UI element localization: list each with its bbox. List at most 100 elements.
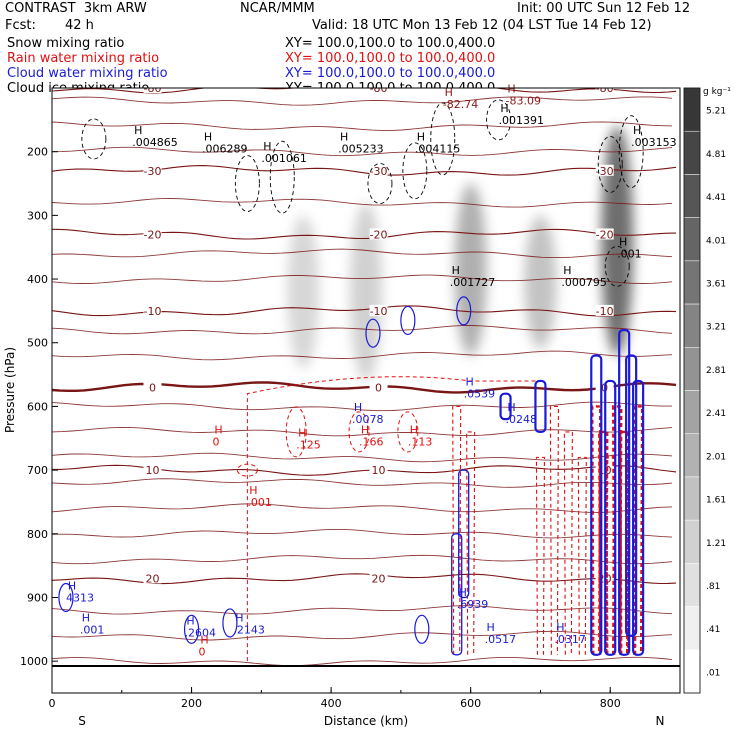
temperature-label: -80 (143, 82, 161, 95)
snow-core (287, 215, 320, 369)
temperature-contour (52, 656, 673, 667)
plot-frame (51, 87, 681, 694)
colorbar-label: 2.81 (706, 366, 726, 376)
maxima-marker: H (68, 579, 76, 592)
x-tick-label: 400 (321, 697, 342, 710)
maxima-value: .000795 (561, 276, 607, 289)
temperature-label: 0 (375, 381, 382, 394)
colorbar-swatch (683, 260, 701, 305)
x-endpoint-left: S (78, 714, 86, 728)
colorbar-swatch (683, 174, 701, 218)
temperature-label-bg (369, 164, 388, 176)
maxima-marker: H (466, 376, 474, 389)
cloud-contour (451, 533, 463, 656)
maxima-value: .0248 (506, 413, 538, 426)
maxima-marker: H (263, 140, 271, 153)
maxima-value: .0517 (485, 633, 516, 646)
maxima-value: .0539 (464, 388, 496, 401)
colorbar-swatch (683, 606, 701, 651)
x-axis: 0 200 400 600 800 (49, 687, 681, 710)
y-tick-label: 800 (27, 528, 48, 541)
temperature-label: 10 (145, 464, 159, 477)
y-axis: 200 300 400 500 600 700 800 900 1000 (20, 146, 58, 668)
maxima-marker: H (507, 401, 515, 414)
legend-snow-name: Snow mixing ratio (7, 36, 125, 51)
maxima-value: .003153 (631, 136, 677, 149)
temperature-label: 20 (372, 572, 386, 585)
maxima-marker: H (298, 427, 306, 440)
rain-contour (618, 430, 630, 655)
temperature-label-bg (595, 164, 614, 176)
maxima-marker: H (410, 423, 418, 436)
org-label: NCAR/MMM (240, 1, 315, 16)
cloud-contour (400, 305, 416, 336)
cloud-contour (625, 354, 638, 637)
maxima-value: .113 (408, 435, 433, 448)
rain-contour (611, 405, 623, 655)
temperature-contour (52, 96, 673, 106)
temperature-contour (52, 528, 673, 539)
maxima-marker: H (417, 131, 425, 144)
rain-contours (236, 376, 644, 662)
colorbar-swatch (683, 347, 701, 391)
maxima-marker: H (214, 423, 222, 436)
colorbar: 5.21 4.81 4.41 4.01 3.61 3.21 2.81 2.41 2.01 1.61… (683, 87, 726, 694)
temperature-label-bg (369, 228, 388, 240)
maxima-marker: H (619, 236, 627, 249)
temperature-label: 20 (145, 572, 159, 585)
y-tick-label: 700 (27, 464, 48, 477)
x-endpoint-right: N (656, 714, 665, 728)
maxima-marker: H (235, 611, 243, 624)
cloud-contour (183, 614, 200, 644)
temperature-contour (52, 478, 673, 488)
temperature-label: -10 (596, 305, 614, 318)
temperature-label-bg (143, 164, 162, 176)
rain-contour (632, 405, 644, 655)
maxima-value: .0317 (554, 633, 586, 646)
maxima-marker: H (134, 124, 142, 137)
colorbar-label: 1.61 (706, 496, 726, 506)
cloud-contour (534, 379, 547, 433)
y-tick-label: 400 (27, 273, 48, 286)
temperature-label-bg (369, 304, 388, 316)
y-axis-title: Pressure (hPa) (3, 347, 17, 433)
temperature-contour (52, 426, 673, 437)
cloud-contour (456, 296, 472, 326)
x-tick-label: 0 (49, 697, 56, 710)
temperature-contour (52, 146, 673, 157)
fcst-value: 42 h (65, 18, 94, 33)
y-tick-label: 900 (27, 591, 48, 604)
snow-contour (367, 163, 393, 204)
colorbar-label: 5.21 (706, 107, 726, 117)
maxima-value: 0 (199, 646, 206, 659)
x-axis-title: Distance (km) (324, 714, 408, 728)
maxima-value: .0078 (352, 413, 384, 426)
rain-contour (549, 405, 559, 655)
rain-contour (563, 431, 573, 655)
temperature-contour (52, 274, 673, 284)
snow-core (601, 126, 634, 356)
temperature-contour (52, 121, 673, 131)
rain-contour (285, 406, 307, 458)
colorbar-swatch (683, 563, 701, 607)
temperature-label-bg (369, 381, 388, 393)
temperature-label-bg (595, 228, 614, 240)
x-tick-label: 600 (460, 697, 481, 710)
maxima-value: -82.74 (443, 98, 478, 111)
temperature-label: 10 (372, 464, 386, 477)
init-time: Init: 00 UTC Sun 12 Feb 12 (517, 1, 691, 16)
maxima-value: .001 (80, 623, 105, 636)
temperature-label: -30 (596, 165, 614, 178)
temperature-label: -10 (370, 305, 388, 318)
maxima-value: -83.09 (506, 95, 541, 108)
temperature-contour (52, 325, 673, 335)
temperature-contour (52, 401, 672, 412)
colorbar-swatch (683, 217, 701, 262)
temperature-label-bg (595, 304, 614, 316)
maxima-marker: H (200, 634, 208, 647)
fcst-label: Fcst: (5, 18, 36, 33)
maxima-value: .001727 (450, 276, 496, 289)
maxima-marker: H (556, 621, 564, 634)
y-tick-label: 1000 (20, 655, 48, 668)
